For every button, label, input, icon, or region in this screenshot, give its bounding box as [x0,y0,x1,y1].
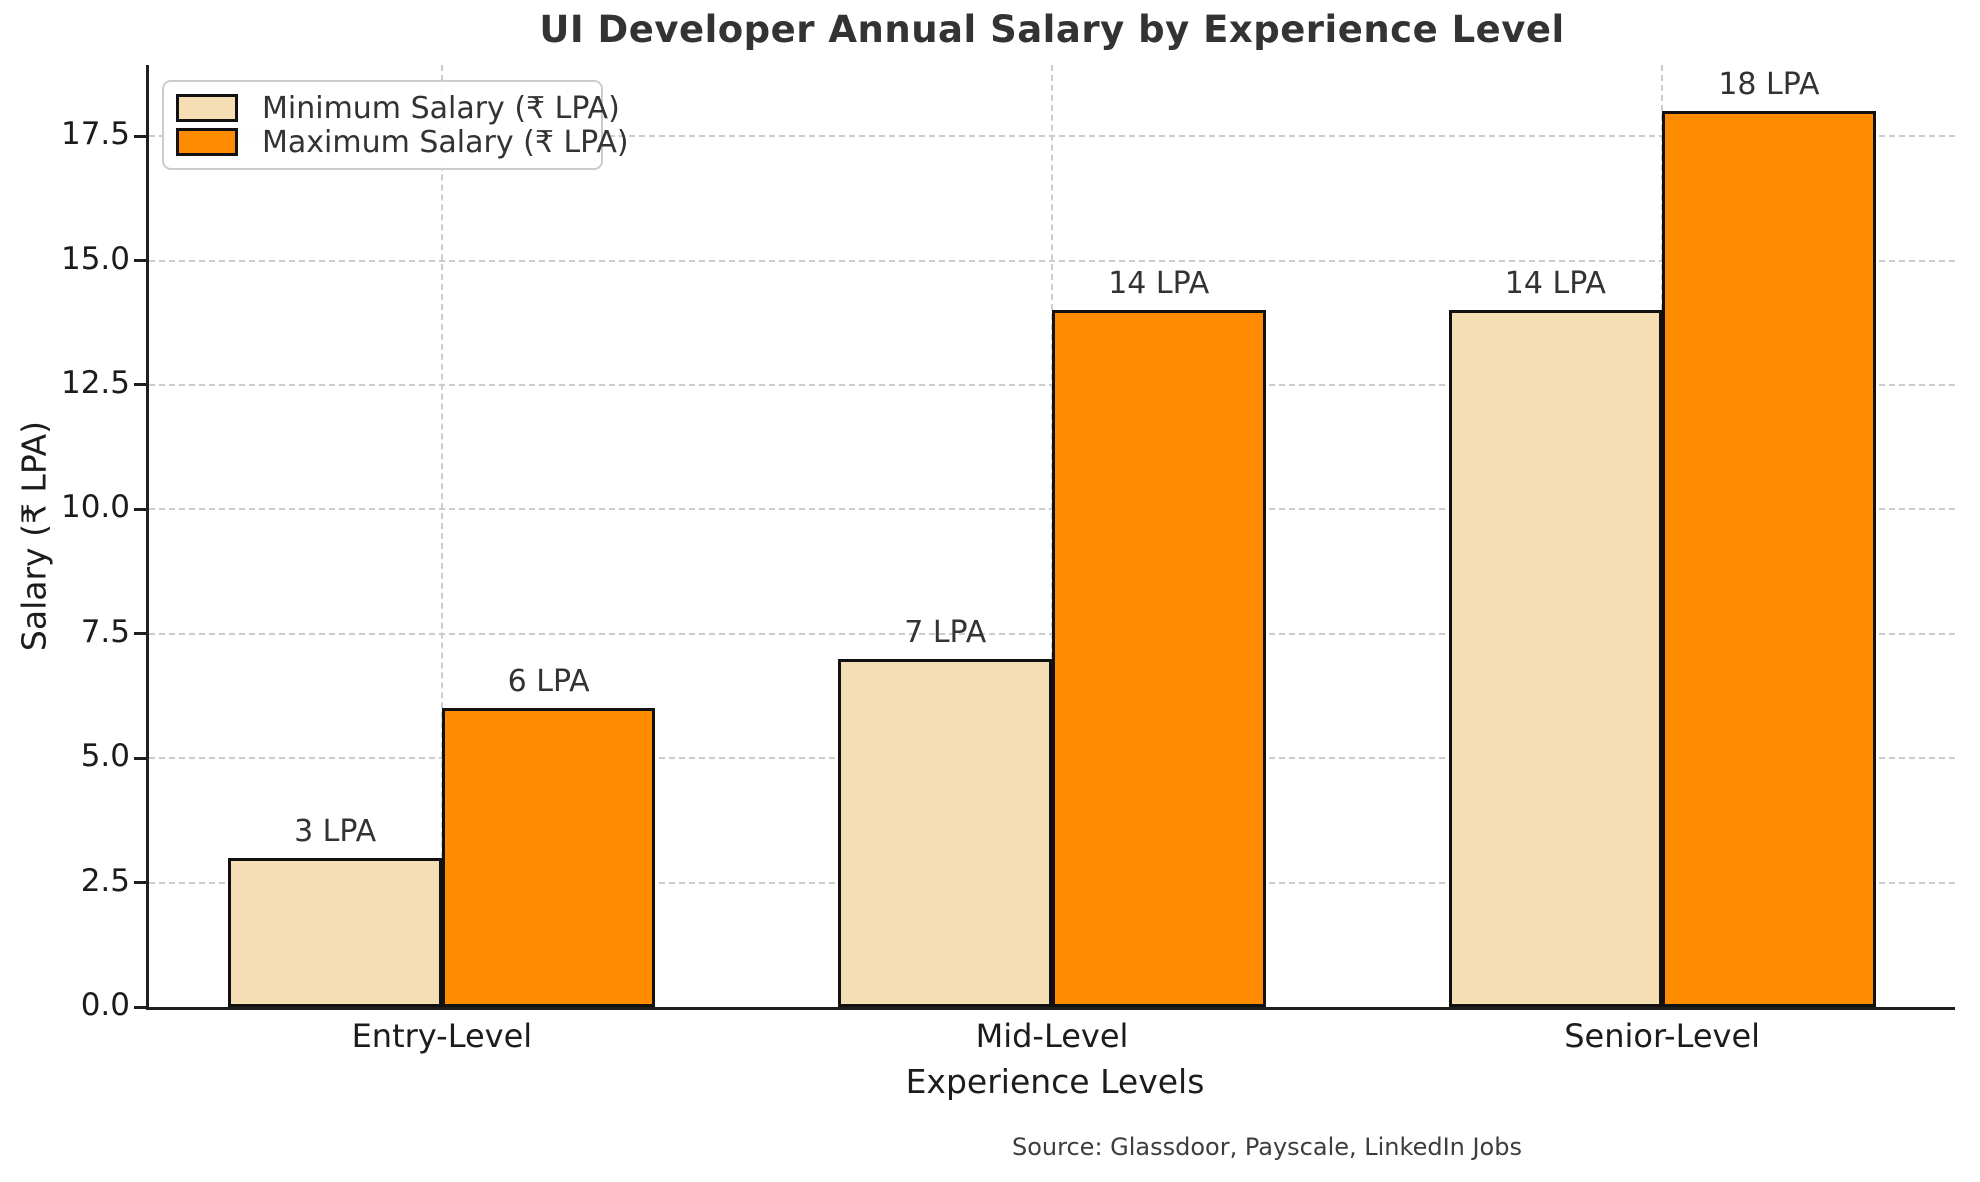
y-tick-label: 17.5 [60,116,130,153]
legend-label-minimum: Minimum Salary (₹ LPA) [262,90,620,126]
y-tick-label: 15.0 [60,240,130,277]
bar-value-label: 7 LPA [904,614,987,650]
bar-maximum-entry-level [441,708,656,1007]
bar-minimum-senior-level [1448,310,1663,1007]
legend-swatch-maximum [176,128,238,156]
y-tick-mark [134,881,146,885]
x-tick-label: Senior-Level [1564,1017,1761,1055]
plot-area: 3 LPA 7 LPA 14 LPA 6 LPA 14 LPA 18 LPA [149,65,1955,1007]
y-tick-mark [134,1005,146,1009]
y-tick-mark [134,632,146,636]
y-axis-spine [146,65,149,1010]
vertical-gridline [440,65,443,1007]
x-tick-label: Mid-Level [975,1017,1129,1055]
y-tick-mark [134,756,146,760]
legend: Minimum Salary (₹ LPA) Maximum Salary (₹… [162,80,629,170]
y-tick-label: 12.5 [60,364,130,401]
legend-item-maximum: Maximum Salary (₹ LPA) [176,125,629,160]
bar-value-label: 6 LPA [507,664,590,700]
legend-item-minimum: Minimum Salary (₹ LPA) [176,91,620,126]
bar-maximum-mid-level [1052,310,1266,1007]
bar-minimum-mid-level [838,658,1052,1007]
y-tick-label: 10.0 [60,489,130,526]
bar-value-label: 14 LPA [1504,266,1606,302]
y-tick-label: 2.5 [80,862,130,899]
bar-value-label: 18 LPA [1718,67,1820,103]
y-tick-label: 0.0 [80,987,130,1023]
y-tick-mark [134,259,146,263]
y-tick-label: 5.0 [80,738,130,775]
legend-label-maximum: Maximum Salary (₹ LPA) [262,124,629,160]
chart-title: UI Developer Annual Salary by Experience… [539,8,1565,51]
x-axis-label: Experience Levels [905,1062,1205,1101]
y-tick-mark [134,507,146,511]
bar-minimum-entry-level [228,857,442,1007]
legend-swatch-minimum [176,94,238,122]
x-tick-label: Entry-Level [351,1017,533,1055]
bar-value-label: 14 LPA [1108,266,1210,302]
source-note: Source: Glassdoor, Payscale, LinkedIn Jo… [1012,1133,1522,1161]
bar-value-label: 3 LPA [294,813,377,849]
y-tick-mark [134,134,146,138]
x-axis-spine [146,1007,1955,1010]
y-tick-mark [134,383,146,387]
bar-maximum-senior-level [1662,111,1876,1007]
y-tick-label: 7.5 [80,613,130,650]
